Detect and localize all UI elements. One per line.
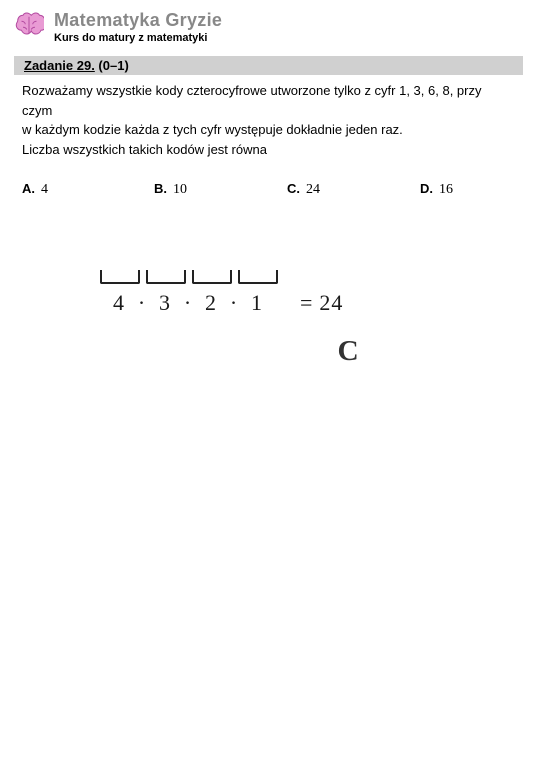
choice-d: D. 16: [420, 181, 453, 198]
task-points: (0–1): [95, 58, 129, 73]
header-text: Matematyka Gryzie Kurs do matury z matem…: [54, 10, 222, 44]
choice-d-label: D.: [420, 181, 433, 196]
handwritten-equation: 4 · 3 · 2 · 1 = 24: [104, 290, 343, 316]
brain-icon: [14, 12, 44, 38]
hw-n4: 1: [242, 290, 272, 316]
choice-a-value: 4: [41, 182, 48, 198]
hw-dot-2: ·: [180, 290, 196, 316]
hw-dot-1: ·: [134, 290, 150, 316]
slot-4: [238, 270, 278, 284]
choice-c-label: C.: [287, 181, 300, 196]
site-title: Matematyka Gryzie: [54, 10, 222, 31]
choice-a: A. 4: [22, 181, 48, 198]
task-line-1: Rozważamy wszystkie kody czterocyfrowe u…: [22, 81, 515, 120]
choice-b: B. 10: [154, 181, 187, 198]
site-subtitle: Kurs do matury z matematyki: [54, 32, 222, 44]
slot-1: [100, 270, 140, 284]
task-line-2: w każdym kodzie każda z tych cyfr występ…: [22, 120, 515, 140]
slot-3: [192, 270, 232, 284]
hw-dot-3: ·: [226, 290, 242, 316]
answer-choices: A. 4 B. 10 C. 24 D. 16: [0, 159, 537, 198]
choice-c: C. 24: [287, 181, 320, 198]
page-header: Matematyka Gryzie Kurs do matury z matem…: [0, 0, 537, 50]
task-title-bar: Zadanie 29. (0–1): [14, 56, 523, 75]
task-line-3: Liczba wszystkich takich kodów jest równ…: [22, 140, 515, 160]
permutation-slots: [100, 270, 278, 284]
choice-b-label: B.: [154, 181, 167, 196]
choice-c-value: 24: [306, 182, 320, 198]
hw-n1: 4: [104, 290, 134, 316]
choice-a-label: A.: [22, 181, 35, 196]
task-body: Rozważamy wszystkie kody czterocyfrowe u…: [0, 75, 537, 159]
hw-n2: 3: [150, 290, 180, 316]
handwritten-answer-letter: C: [337, 336, 358, 368]
choice-b-value: 10: [173, 182, 187, 198]
hw-n3: 2: [196, 290, 226, 316]
hw-result: 24: [319, 290, 343, 316]
task-number: Zadanie 29.: [24, 58, 95, 73]
handwritten-work: 4 · 3 · 2 · 1 = 24 C: [0, 240, 537, 440]
hw-equals: =: [300, 290, 313, 316]
slot-2: [146, 270, 186, 284]
choice-d-value: 16: [439, 182, 453, 198]
